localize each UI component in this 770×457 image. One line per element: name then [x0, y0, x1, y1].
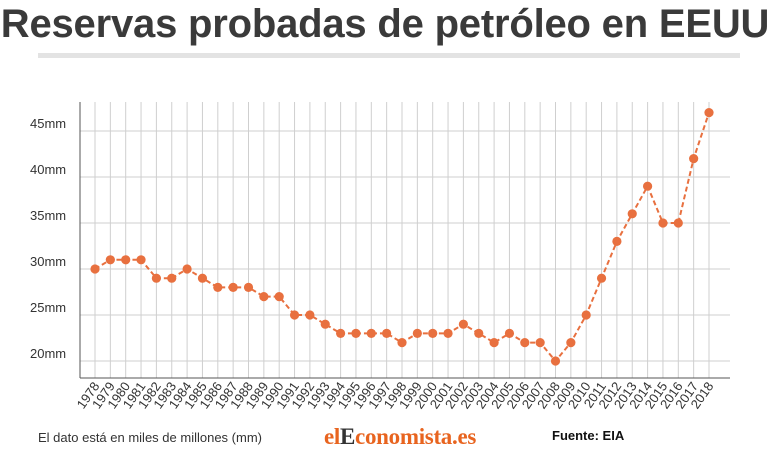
y-tick-label: 25mm	[30, 300, 66, 315]
publisher-logo: elEconomista.es	[324, 424, 476, 450]
data-point	[305, 310, 315, 320]
data-point	[535, 338, 545, 348]
data-point	[443, 328, 453, 338]
data-point	[412, 328, 422, 338]
data-point	[489, 338, 499, 348]
data-point	[351, 328, 361, 338]
y-tick-labels: 20mm 25mm 30mm 35mm 40mm 45mm	[30, 116, 66, 361]
data-point	[596, 273, 607, 283]
data-point	[520, 338, 530, 348]
data-point	[550, 356, 561, 366]
y-tick-label: 40mm	[30, 162, 66, 177]
data-point	[658, 218, 668, 228]
data-point	[704, 108, 714, 118]
x-tick-labels: 1978197919801981198219831984198519861987…	[74, 379, 717, 411]
logo-prefix: el	[324, 424, 340, 449]
data-point	[673, 218, 683, 228]
data-point	[105, 255, 115, 265]
title-divider	[38, 53, 740, 58]
data-point	[259, 292, 269, 302]
data-point	[474, 328, 484, 338]
data-point	[397, 338, 407, 348]
data-point	[627, 209, 637, 219]
data-point	[121, 255, 131, 265]
data-point	[643, 181, 653, 191]
data-point	[581, 310, 591, 320]
data-point	[366, 328, 376, 338]
data-point	[243, 282, 254, 292]
data-point	[504, 328, 515, 338]
data-point	[228, 282, 238, 292]
data-point	[336, 328, 346, 338]
data-point	[612, 236, 622, 246]
series-points	[90, 108, 714, 366]
chart-title: Reservas probadas de petróleo en EEUU	[0, 2, 770, 46]
y-tick-label: 20mm	[30, 346, 66, 361]
logo-initial: E	[340, 424, 356, 449]
data-point	[382, 328, 392, 338]
units-note: El dato está en miles de millones (mm)	[38, 430, 262, 445]
grid-lines	[79, 102, 730, 379]
data-point	[167, 273, 177, 283]
data-point	[320, 319, 330, 329]
data-point	[151, 273, 161, 283]
data-point	[90, 264, 100, 274]
data-point	[213, 282, 223, 292]
y-tick-label: 35mm	[30, 208, 66, 223]
data-point	[566, 338, 576, 348]
line-chart: 20mm 25mm 30mm 35mm 40mm 45mm 197819791980198…	[30, 102, 730, 411]
data-point	[136, 255, 146, 265]
data-point	[274, 292, 284, 302]
data-point	[289, 310, 300, 320]
data-point	[458, 319, 468, 329]
data-point	[197, 273, 208, 283]
y-tick-label: 45mm	[30, 116, 66, 131]
y-tick-label: 30mm	[30, 254, 66, 269]
source-label: Fuente: EIA	[552, 428, 625, 443]
logo-suffix: conomista.es	[355, 424, 477, 449]
data-point	[689, 154, 699, 164]
data-point	[182, 264, 192, 274]
data-point	[428, 328, 438, 338]
